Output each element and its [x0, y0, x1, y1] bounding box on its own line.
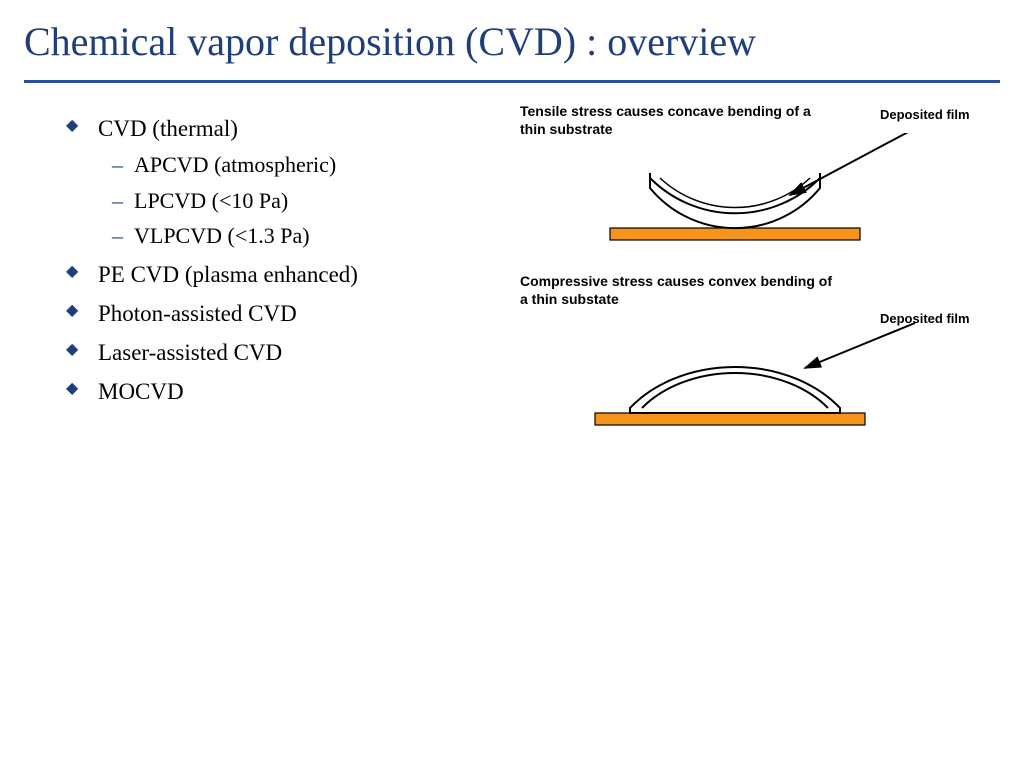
diagram-column: Tensile stress causes concave bending of… — [520, 113, 990, 415]
list-item: Laser-assisted CVD — [50, 337, 520, 368]
tensile-diagram — [580, 133, 980, 263]
compressive-caption: Compressive stress causes convex bending… — [520, 273, 840, 308]
sub-item: VLPCVD (<1.3 Pa) — [98, 221, 520, 251]
bullet-list-column: CVD (thermal) APCVD (atmospheric) LPCVD … — [50, 113, 520, 415]
list-item: MOCVD — [50, 376, 520, 407]
list-item: PE CVD (plasma enhanced) — [50, 259, 520, 290]
bullet-list: CVD (thermal) APCVD (atmospheric) LPCVD … — [50, 113, 520, 407]
list-item-text: CVD (thermal) — [98, 116, 238, 141]
sub-item: LPCVD (<10 Pa) — [98, 186, 520, 216]
list-item: Photon-assisted CVD — [50, 298, 520, 329]
content: CVD (thermal) APCVD (atmospheric) LPCVD … — [0, 83, 1024, 415]
sub-item: APCVD (atmospheric) — [98, 150, 520, 180]
sub-list: APCVD (atmospheric) LPCVD (<10 Pa) VLPCV… — [98, 150, 520, 251]
list-item: CVD (thermal) APCVD (atmospheric) LPCVD … — [50, 113, 520, 251]
compressive-diagram — [560, 313, 980, 453]
page-title: Chemical vapor deposition (CVD) : overvi… — [24, 18, 1000, 66]
deposited-film-label-top: Deposited film — [880, 107, 970, 122]
